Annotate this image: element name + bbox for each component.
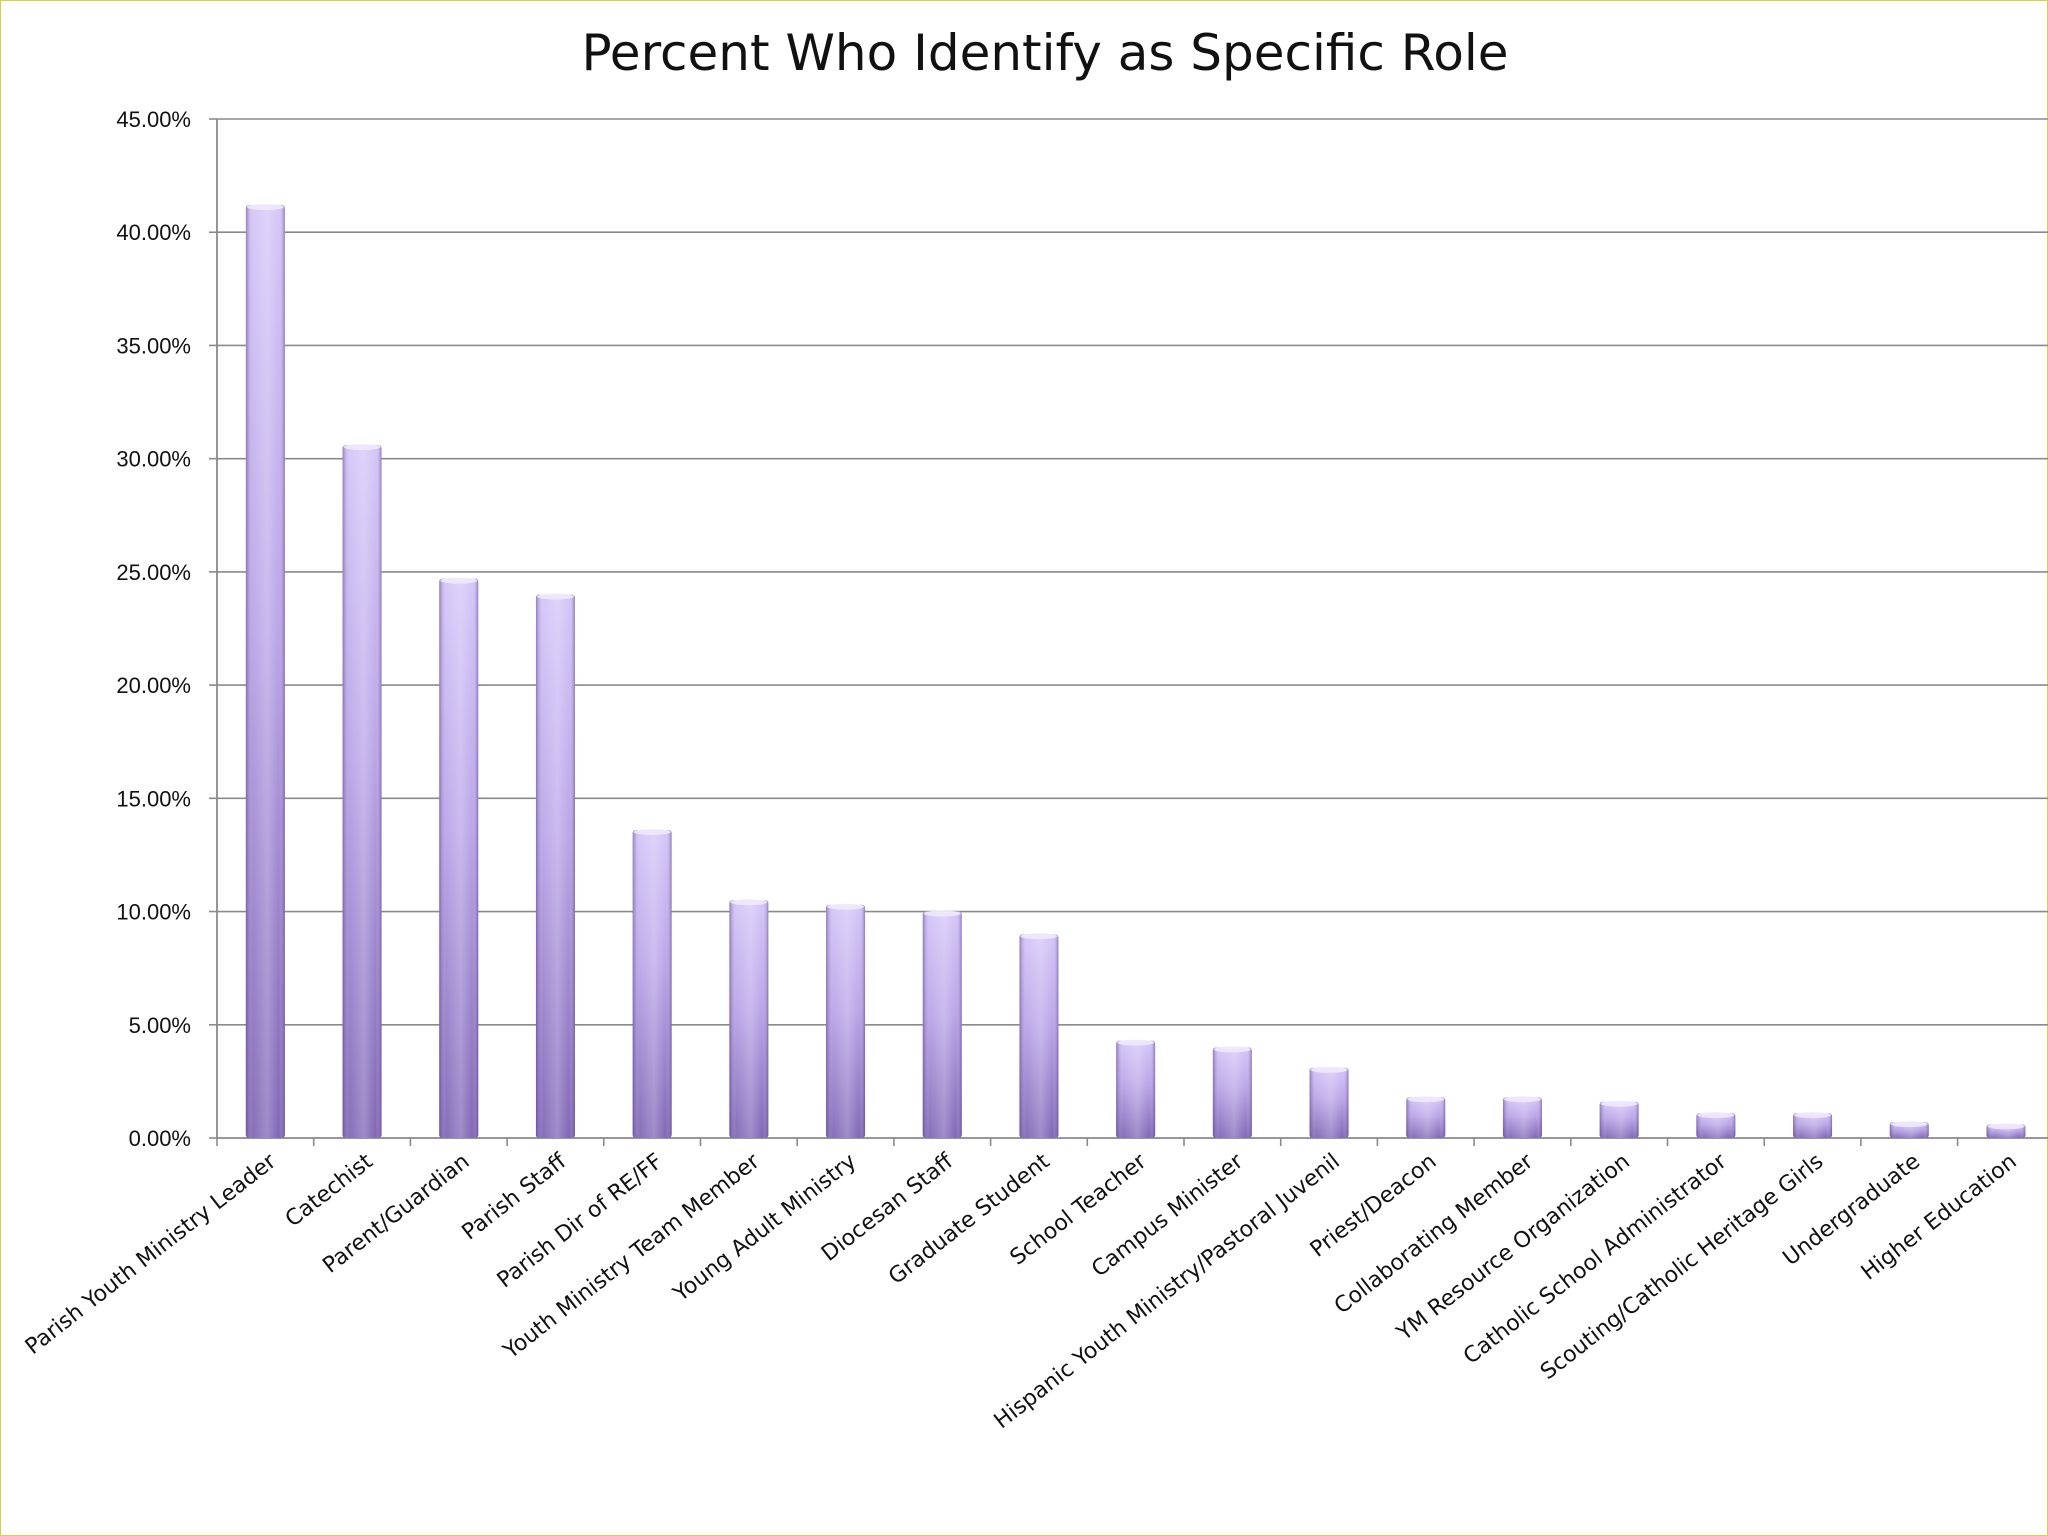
bar <box>1406 1096 1446 1138</box>
x-tick-label: Graduate Student <box>884 1149 1055 1290</box>
bar-sheen <box>826 904 866 1138</box>
bar-sheen <box>1116 1040 1156 1138</box>
bar-cap <box>536 593 574 600</box>
bar <box>1599 1100 1639 1138</box>
bar-sheen <box>1696 1113 1736 1138</box>
y-tick-label: 25.00% <box>116 560 191 585</box>
bar-cap <box>1407 1096 1445 1103</box>
bar-sheen <box>1309 1067 1349 1138</box>
bar-cap <box>923 910 961 917</box>
bar-cap <box>343 444 381 451</box>
y-tick-label: 40.00% <box>116 220 191 245</box>
bar-cap <box>827 903 865 910</box>
bar-cap <box>1697 1112 1735 1119</box>
x-axis-tick-labels: Parish Youth Ministry Leader Catechist Par… <box>21 1148 2022 1434</box>
bar-sheen <box>535 594 575 1138</box>
bar-cap <box>1600 1100 1638 1107</box>
bar-sheen <box>922 911 962 1138</box>
chart-title: Percent Who Identify as Specific Role <box>581 24 1509 82</box>
bar <box>729 899 769 1138</box>
bar-cap <box>1213 1046 1251 1053</box>
bar-cap <box>1987 1123 2025 1130</box>
bar-sheen <box>729 900 769 1138</box>
bar-sheen <box>1406 1097 1446 1138</box>
y-tick-label: 35.00% <box>116 333 191 358</box>
bar-sheen <box>1019 934 1059 1138</box>
bar-cap <box>246 204 284 211</box>
x-tick-label: Hispanic Youth Ministry/Pastoral Juvenil <box>990 1149 1345 1434</box>
bar-cap <box>1890 1121 1928 1128</box>
bar-sheen <box>1599 1101 1639 1138</box>
x-tick-label: Parish Youth Ministry Leader <box>21 1148 282 1359</box>
bar <box>535 593 575 1138</box>
bar-sheen <box>342 445 382 1139</box>
bar <box>1696 1112 1736 1138</box>
bar-cap <box>1020 933 1058 940</box>
bar <box>1116 1039 1156 1138</box>
bar-sheen <box>1502 1097 1542 1138</box>
axes <box>209 118 2048 1146</box>
gridlines <box>217 118 2048 1026</box>
x-tick-label: Young Adult Ministry <box>668 1149 861 1307</box>
bar <box>245 204 285 1138</box>
bar <box>1019 933 1059 1138</box>
bar <box>1986 1123 2026 1138</box>
y-axis-tick-labels: 0.00% 5.00% 10.00% 15.00% 20.00% 25.00% 30.00%… <box>116 107 191 1151</box>
x-tick-label: Parish Dir of RE/FF <box>493 1149 668 1293</box>
bar <box>1793 1112 1833 1138</box>
bar-cap <box>1794 1112 1832 1119</box>
bar-cap <box>1310 1066 1348 1073</box>
bar <box>826 903 866 1138</box>
bar <box>342 444 382 1139</box>
bar-sheen <box>439 578 479 1138</box>
bars <box>245 204 2026 1139</box>
y-tick-label: 20.00% <box>116 673 191 698</box>
bar-cap <box>1117 1039 1155 1046</box>
bar <box>922 910 962 1138</box>
bar-cap <box>440 577 478 584</box>
y-tick-label: 0.00% <box>129 1126 191 1151</box>
bar-sheen <box>245 205 285 1138</box>
y-tick-label: 45.00% <box>116 107 191 132</box>
bar-cap <box>633 829 671 836</box>
y-tick-label: 15.00% <box>116 786 191 811</box>
y-tick-label: 10.00% <box>116 900 191 925</box>
y-tick-label: 5.00% <box>129 1013 191 1038</box>
bar <box>1212 1046 1252 1138</box>
bar <box>1309 1066 1349 1138</box>
bar-sheen <box>1793 1113 1833 1138</box>
bar <box>1502 1096 1542 1138</box>
bar-cap <box>730 899 768 906</box>
bar-cap <box>1503 1096 1541 1103</box>
bar <box>1889 1121 1929 1138</box>
bar <box>632 829 672 1138</box>
x-tick-label: Catechist <box>281 1149 378 1232</box>
bar <box>439 577 479 1138</box>
y-tick-label: 30.00% <box>116 447 191 472</box>
bar-sheen <box>632 830 672 1138</box>
bar-sheen <box>1212 1047 1252 1138</box>
x-tick-label: Higher Education <box>1857 1149 2022 1285</box>
